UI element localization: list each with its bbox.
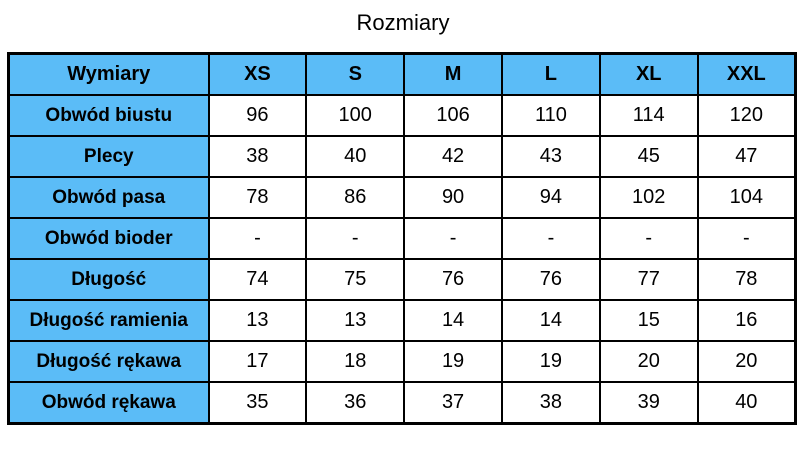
table-cell: 110	[500, 94, 601, 137]
table-cell: 86	[305, 176, 406, 219]
row-label: Obwód rękawa	[7, 381, 210, 425]
row-label: Długość rękawa	[7, 340, 210, 383]
column-header-m: M	[403, 52, 503, 96]
table-cell: 114	[598, 94, 699, 137]
table-cell: 100	[305, 94, 406, 137]
table-cell: 43	[500, 135, 601, 178]
table-cell: 45	[598, 135, 699, 178]
table-cell: 40	[305, 135, 406, 178]
table-cell: -	[403, 217, 503, 260]
row-label: Długość ramienia	[7, 299, 210, 342]
table-cell: 42	[403, 135, 503, 178]
row-label: Plecy	[7, 135, 210, 178]
table-cell: 16	[696, 299, 797, 342]
table-cell: 104	[696, 176, 797, 219]
table-row: Długość 74 75 76 76 77 78	[7, 258, 797, 301]
table-cell: 96	[207, 94, 308, 137]
table-cell: 13	[207, 299, 308, 342]
table-cell: 19	[403, 340, 503, 383]
table-row: Plecy 38 40 42 43 45 47	[7, 135, 797, 178]
table-cell: 13	[305, 299, 406, 342]
table-row: Obwód bioder - - - - - -	[7, 217, 797, 260]
table-cell: 20	[598, 340, 699, 383]
table-cell: 39	[598, 381, 699, 425]
table-cell: 90	[403, 176, 503, 219]
table-cell: 40	[696, 381, 797, 425]
column-header-xs: XS	[207, 52, 308, 96]
column-header-xxl: XXL	[696, 52, 797, 96]
table-cell: 74	[207, 258, 308, 301]
table-row: Obwód pasa 78 86 90 94 102 104	[7, 176, 797, 219]
table-cell: 120	[696, 94, 797, 137]
table-cell: 20	[696, 340, 797, 383]
table-cell: 76	[403, 258, 503, 301]
table-cell: 14	[403, 299, 503, 342]
table-cell: 94	[500, 176, 601, 219]
table-cell: 14	[500, 299, 601, 342]
table-row: Długość rękawa 17 18 19 19 20 20	[7, 340, 797, 383]
table-header-row: Wymiary XS S M L XL XXL	[7, 52, 797, 96]
table-cell: 18	[305, 340, 406, 383]
table-cell: 38	[207, 135, 308, 178]
table-row: Długość ramienia 13 13 14 14 15 16	[7, 299, 797, 342]
size-table: Wymiary XS S M L XL XXL Obwód biustu 96 …	[7, 52, 797, 425]
table-cell: 36	[305, 381, 406, 425]
table-cell: 78	[696, 258, 797, 301]
column-header-l: L	[500, 52, 601, 96]
table-cell: 75	[305, 258, 406, 301]
table-cell: 78	[207, 176, 308, 219]
table-cell: 37	[403, 381, 503, 425]
table-row: Obwód rękawa 35 36 37 38 39 40	[7, 381, 797, 425]
table-cell: 102	[598, 176, 699, 219]
page-title: Rozmiary	[356, 10, 450, 35]
row-label: Obwód pasa	[7, 176, 210, 219]
table-cell: 17	[207, 340, 308, 383]
row-label: Obwód biustu	[7, 94, 210, 137]
table-cell: 35	[207, 381, 308, 425]
column-header-xl: XL	[598, 52, 699, 96]
table-cell: -	[598, 217, 699, 260]
table-cell: 77	[598, 258, 699, 301]
table-cell: -	[305, 217, 406, 260]
table-cell: -	[207, 217, 308, 260]
row-label: Długość	[7, 258, 210, 301]
table-cell: 76	[500, 258, 601, 301]
table-cell: 106	[403, 94, 503, 137]
table-row: Obwód biustu 96 100 106 110 114 120	[7, 94, 797, 137]
column-header-measurements: Wymiary	[7, 52, 210, 96]
table-cell: 15	[598, 299, 699, 342]
table-cell: 38	[500, 381, 601, 425]
table-cell: 19	[500, 340, 601, 383]
table-cell: -	[696, 217, 797, 260]
table-cell: 47	[696, 135, 797, 178]
column-header-s: S	[305, 52, 406, 96]
table-cell: -	[500, 217, 601, 260]
row-label: Obwód bioder	[7, 217, 210, 260]
